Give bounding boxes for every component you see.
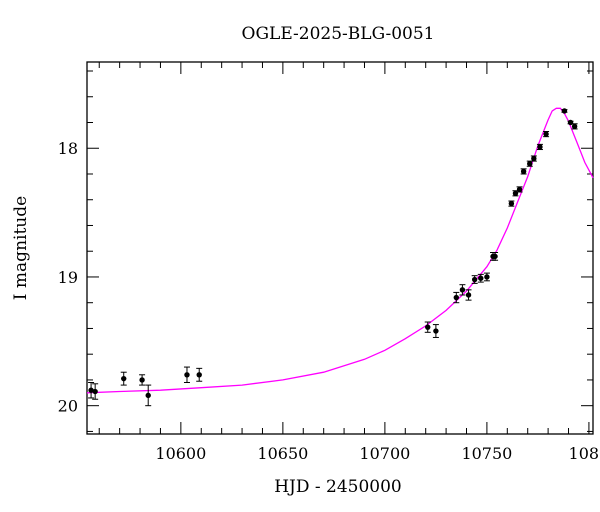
plot-frame — [86, 61, 594, 435]
y-tick-label: 18 — [58, 139, 78, 158]
point-marker — [471, 276, 478, 283]
data-point — [508, 200, 515, 207]
y-tick-label: 19 — [58, 268, 78, 287]
data-point — [571, 123, 578, 130]
point-marker — [508, 200, 515, 207]
data-point — [471, 275, 478, 284]
point-marker — [196, 372, 202, 378]
x-tick-label: 10700 — [359, 444, 410, 463]
point-marker — [571, 123, 578, 130]
point-marker — [527, 160, 533, 167]
point-marker — [459, 287, 466, 293]
point-marker — [492, 253, 498, 260]
data-point — [424, 321, 431, 333]
point-marker — [465, 292, 472, 298]
point-marker — [184, 372, 190, 378]
point-marker — [520, 168, 527, 175]
data-point — [453, 291, 460, 304]
data-point — [477, 273, 484, 283]
data-point — [492, 252, 499, 261]
axis-tick-labels: 10600 10650 10700 10750 1080 18 19 20 — [58, 139, 600, 463]
data-point — [459, 284, 466, 296]
point-marker — [478, 275, 484, 281]
point-marker — [531, 155, 537, 162]
data-point — [543, 131, 550, 138]
point-marker — [425, 324, 431, 330]
data-point — [120, 371, 127, 386]
point-marker — [561, 108, 568, 114]
point-marker — [92, 388, 98, 395]
data-point — [139, 374, 146, 386]
data-point — [520, 168, 527, 175]
point-marker — [512, 190, 519, 196]
data-point — [92, 383, 99, 400]
point-marker — [543, 131, 549, 137]
point-marker — [145, 392, 151, 399]
data-point — [88, 382, 95, 399]
data-point — [512, 190, 519, 197]
x-tick-label: 10650 — [257, 444, 308, 463]
point-marker — [567, 119, 574, 126]
data-point — [196, 367, 203, 382]
point-marker — [516, 186, 523, 193]
data-point — [432, 324, 439, 338]
data-point — [526, 160, 533, 167]
y-tick-label: 20 — [58, 397, 78, 416]
chart-title: OGLE-2025-BLG-0051 — [242, 24, 435, 44]
axis-ticks — [87, 62, 593, 434]
point-marker — [88, 387, 94, 393]
point-marker — [139, 377, 145, 383]
data-point — [183, 366, 190, 384]
point-marker — [121, 375, 127, 382]
data-point — [561, 108, 568, 114]
point-marker — [433, 328, 439, 334]
model-curve — [86, 107, 594, 394]
data-point — [516, 186, 523, 193]
x-tick-label: 10600 — [155, 444, 206, 463]
data-point — [145, 384, 152, 407]
data-points — [88, 108, 578, 407]
x-tick-label: 1080 — [569, 444, 600, 463]
data-point — [536, 143, 543, 151]
point-marker — [484, 274, 490, 280]
x-tick-label: 10750 — [461, 444, 512, 463]
y-axis-label: I magnitude — [11, 196, 31, 300]
point-marker — [453, 294, 459, 301]
data-point — [465, 289, 472, 301]
point-marker — [537, 144, 543, 150]
x-axis-label: HJD - 2450000 — [274, 477, 402, 497]
data-point — [530, 155, 537, 162]
data-point — [483, 272, 490, 282]
